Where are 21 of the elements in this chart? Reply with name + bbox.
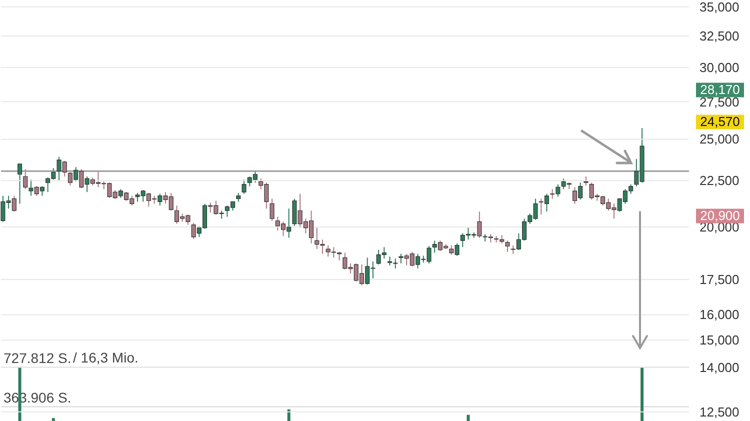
candlestick [23,168,28,190]
y-tick-label: 14,000 [700,360,740,375]
candlestick [18,163,22,204]
y-tick-label: 17,500 [700,272,740,288]
y2-tick-label: 727.812 S. [4,350,72,366]
candlestick [242,179,246,194]
y-tick-label: 15,000 [700,332,740,348]
y-tick-label: 35,000 [700,0,740,14]
y-tick-label: 30,000 [700,60,740,76]
y-tick-label: 22,500 [700,173,740,188]
text: 28,170 [700,82,740,97]
annotation: / 16,3 Mio. [73,349,138,366]
candlestick [505,240,510,252]
y-tick-label: 12,500 [700,404,740,420]
y-tick-label: 32,500 [700,28,740,44]
text: 20,900 [700,208,740,223]
y-tick-label: 16,000 [700,307,740,322]
text: 24,570 [700,114,740,129]
candlestick [270,198,274,222]
y-tick-label: 25,000 [700,132,740,147]
y-tick-label: 27,500 [700,94,740,110]
